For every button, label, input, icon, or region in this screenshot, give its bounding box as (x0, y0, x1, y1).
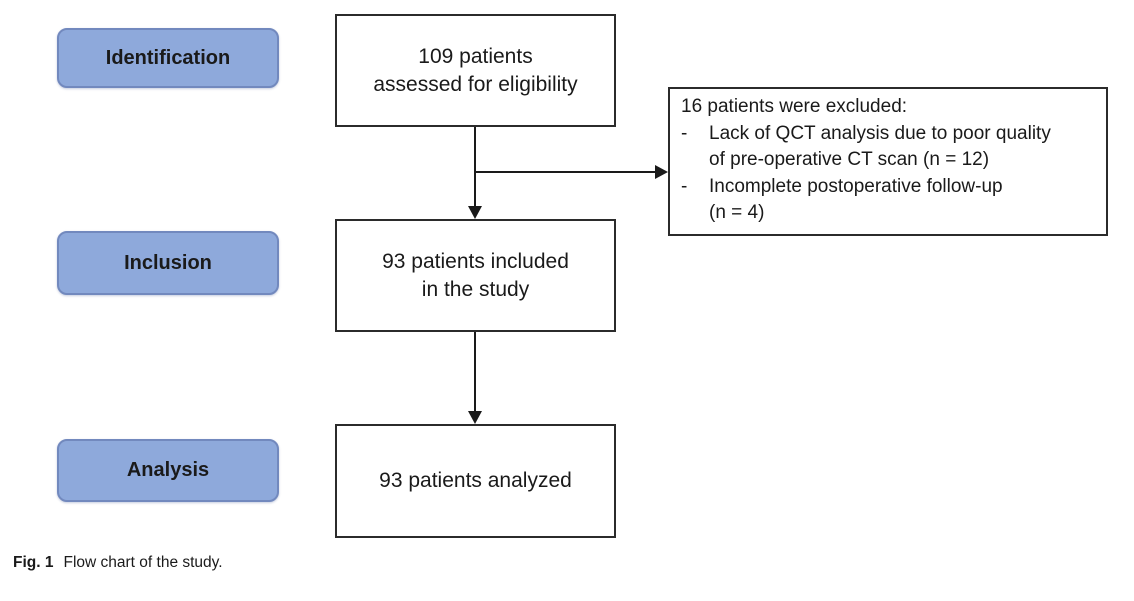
stage-label-analysis: Analysis (57, 439, 279, 502)
flow-box-text: 93 patients analyzed (379, 469, 572, 493)
exclusion-item: - Lack of QCT analysis due to poor quali… (681, 121, 1098, 174)
figure-caption-label: Fig. 1 (13, 554, 54, 571)
figure-caption: Fig. 1 Flow chart of the study. (13, 554, 223, 572)
exclusion-item-text: Lack of QCT analysis due to poor quality… (709, 122, 1051, 171)
figure-caption-text: Flow chart of the study. (63, 554, 223, 571)
flow-box-text: 109 patients assessed for eligibility (373, 44, 578, 96)
arrow-right-icon (655, 165, 668, 179)
arrow-right-connector (475, 165, 668, 179)
flow-box-text: 93 patients included in the study (382, 249, 569, 301)
arrow-down-connector-2 (468, 332, 482, 424)
stage-label-inclusion: Inclusion (57, 231, 279, 295)
exclusion-box: 16 patients were excluded: - Lack of QCT… (668, 87, 1108, 236)
flow-box-assessed-for-eligibility: 109 patients assessed for eligibility (335, 14, 616, 127)
stage-label-text: Analysis (126, 459, 210, 481)
bullet-dash: - (681, 122, 688, 144)
stage-label-text: Identification (105, 46, 231, 69)
flow-box-included-in-study: 93 patients included in the study (335, 219, 616, 332)
stage-label-identification: Identification (57, 28, 279, 88)
exclusion-title: 16 patients were excluded: (681, 96, 908, 117)
arrow-down-connector-1 (468, 127, 482, 219)
stage-label-text: Inclusion (124, 251, 212, 274)
bullet-dash: - (681, 175, 688, 197)
arrow-down-icon (468, 206, 482, 219)
exclusion-item-text: Incomplete postoperative follow-up (n = … (709, 175, 1003, 224)
exclusion-item: - Incomplete postoperative follow-up (n … (681, 174, 1098, 227)
flow-box-patients-analyzed: 93 patients analyzed (335, 424, 616, 538)
arrow-down-icon (468, 411, 482, 424)
